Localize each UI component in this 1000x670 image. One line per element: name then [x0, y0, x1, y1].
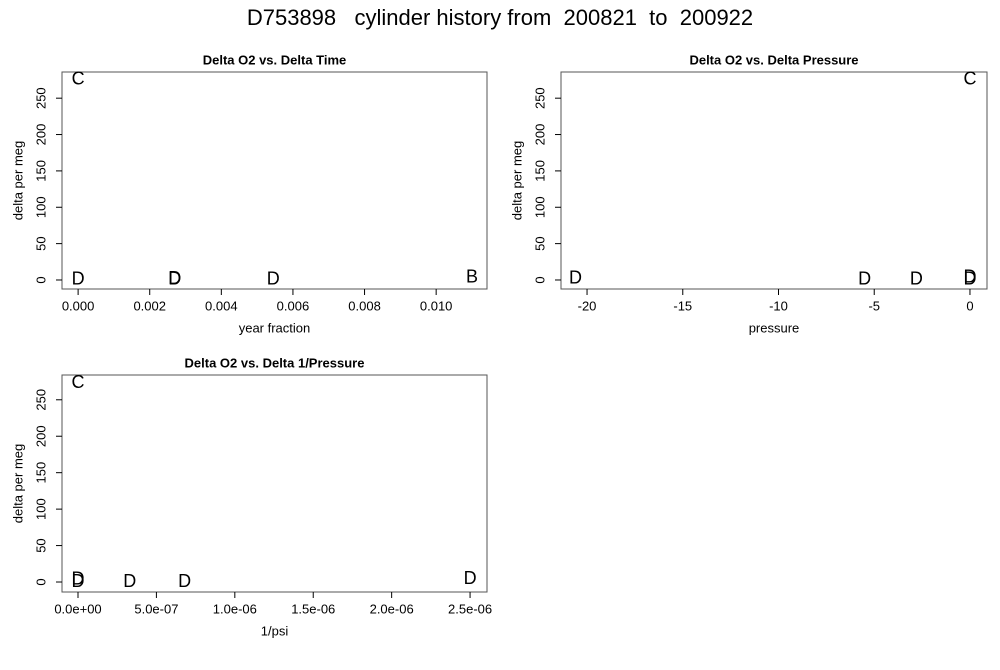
y-axis-label: delta per meg — [509, 141, 524, 221]
point-letter: C — [963, 69, 976, 89]
point-letter: B — [466, 267, 478, 287]
x-tick-label: 2.0e-06 — [370, 601, 414, 616]
y-tick-label: 150 — [33, 160, 48, 182]
x-tick-label: 0.000 — [62, 298, 95, 313]
x-axis-label: pressure — [749, 320, 800, 335]
plot-frame — [61, 374, 488, 593]
point-letter: D — [72, 269, 85, 289]
y-tick-label: 250 — [33, 389, 48, 411]
y-tick-label: 250 — [33, 87, 48, 109]
x-tick-label: -15 — [673, 298, 692, 313]
plot-title: Delta O2 vs. Delta Time — [203, 52, 347, 67]
y-axis-label: delta per meg — [10, 444, 25, 524]
plot-title: Delta O2 vs. Delta 1/Pressure — [185, 355, 365, 370]
y-tick-label: 200 — [33, 124, 48, 146]
point-letter: D — [71, 569, 84, 589]
plot-frame — [61, 71, 488, 290]
figure-title: D753898 cylinder history from 200821 to … — [247, 5, 753, 30]
point-letter: D — [858, 269, 871, 289]
y-tick-label: 150 — [532, 160, 547, 182]
point-letter: D — [178, 571, 191, 591]
y-tick-label: 100 — [532, 196, 547, 218]
x-tick-label: 0.008 — [348, 298, 381, 313]
point-letter: D — [569, 267, 582, 287]
y-tick-label: 150 — [33, 462, 48, 484]
x-tick-label: 1.5e-06 — [291, 601, 335, 616]
plot-frame — [560, 71, 988, 290]
point-letter: C — [72, 69, 85, 89]
x-tick-label: 0.010 — [420, 298, 453, 313]
x-tick-label: -20 — [578, 298, 597, 313]
point-letter: D — [464, 568, 477, 588]
y-tick-label: 0 — [532, 276, 547, 283]
y-tick-label: 0 — [33, 276, 48, 283]
x-tick-label: 5.0e-07 — [134, 601, 178, 616]
x-axis-label: 1/psi — [261, 623, 289, 638]
point-letter: D — [71, 571, 84, 591]
x-tick-label: -5 — [868, 298, 880, 313]
y-tick-label: 100 — [33, 498, 48, 520]
x-tick-label: -10 — [769, 298, 788, 313]
point-letter: C — [71, 372, 84, 392]
y-tick-label: 0 — [33, 578, 48, 585]
y-tick-label: 200 — [33, 425, 48, 447]
y-tick-label: 100 — [33, 196, 48, 218]
point-letter: D — [267, 269, 280, 289]
x-tick-label: 0.002 — [133, 298, 166, 313]
y-tick-label: 250 — [532, 87, 547, 109]
x-tick-label: 0 — [966, 298, 973, 313]
x-tick-label: 0.004 — [205, 298, 238, 313]
x-tick-label: 2.5e-06 — [448, 601, 492, 616]
y-tick-label: 50 — [33, 538, 48, 552]
x-tick-label: 1.0e-06 — [213, 601, 257, 616]
x-tick-label: 0.006 — [277, 298, 310, 313]
point-letter: D — [963, 269, 976, 289]
y-tick-label: 200 — [532, 124, 547, 146]
point-letter: D — [910, 269, 923, 289]
x-axis-label: year fraction — [239, 320, 311, 335]
y-tick-label: 50 — [33, 236, 48, 250]
y-axis-label: delta per meg — [10, 141, 25, 221]
x-tick-label: 0.0e+00 — [54, 601, 101, 616]
plot-title: Delta O2 vs. Delta Pressure — [689, 52, 858, 67]
y-tick-label: 50 — [532, 236, 547, 250]
point-letter: D — [168, 269, 181, 289]
point-letter: D — [123, 571, 136, 591]
point-letter: D — [963, 267, 976, 287]
point-letter: D — [168, 268, 181, 288]
